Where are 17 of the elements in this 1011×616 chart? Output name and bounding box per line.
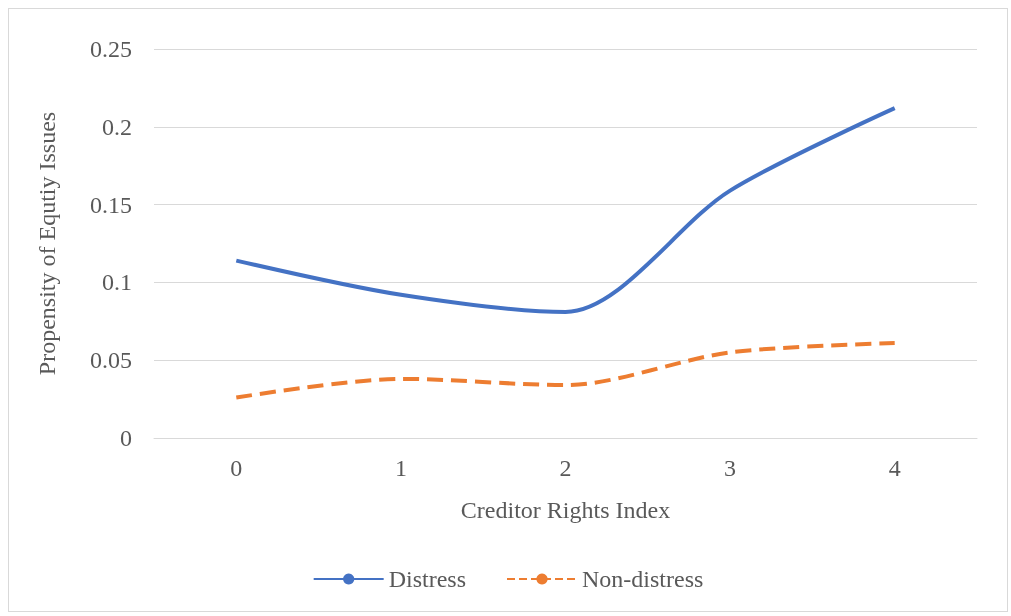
x-tick-label: 2 [559,455,572,481]
line-series [234,106,897,314]
y-tick-label: 0.25 [90,36,132,62]
legend-label: Distress [388,566,467,592]
x-tick-label: 0 [230,455,243,481]
y-tick-label: 0.1 [102,269,132,296]
y-tick-label: 0.2 [102,113,132,140]
line-series [234,341,897,400]
x-axis-title: Creditor Rights Index [460,497,671,523]
y-tick-label: 0 [120,425,132,451]
x-tick-label: 4 [888,455,901,481]
y-tick-label: 0.15 [90,191,132,218]
y-axis-title: Propensity of Equtiy Issues [34,111,60,376]
y-tick-label: 0.05 [90,347,132,374]
legend-label: Non-distress [582,566,704,592]
x-tick-label: 3 [724,455,737,481]
x-tick-label: 1 [394,455,407,481]
